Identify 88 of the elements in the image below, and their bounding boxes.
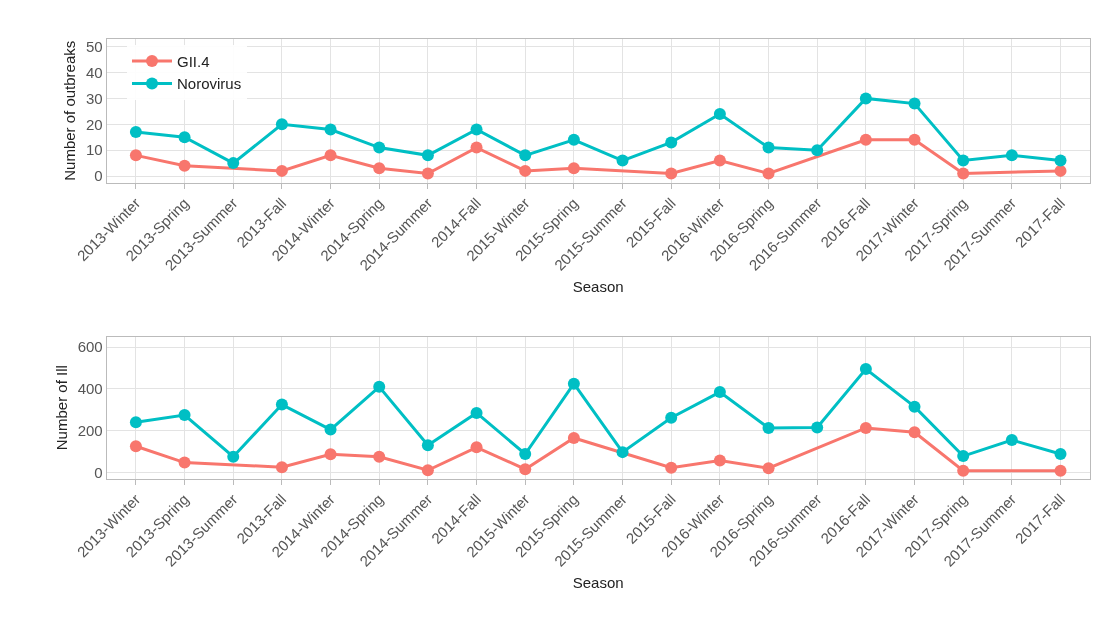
- y-tick-label: 0: [94, 463, 103, 481]
- point: [324, 123, 337, 136]
- point: [373, 450, 386, 463]
- point: [762, 462, 775, 475]
- x-axis-title: Season: [572, 573, 624, 591]
- point: [470, 141, 483, 154]
- y-tick-label: 20: [86, 115, 103, 133]
- point: [470, 406, 483, 419]
- legend-label: Norovirus: [177, 75, 242, 93]
- point: [178, 456, 191, 469]
- point: [178, 409, 191, 421]
- point: [567, 377, 580, 390]
- y-tick-label: 600: [77, 338, 103, 356]
- point: [616, 154, 629, 167]
- y-tick-label: 400: [77, 380, 103, 398]
- point: [567, 133, 580, 146]
- point: [859, 92, 872, 105]
- point: [275, 398, 288, 411]
- point: [324, 149, 337, 162]
- point: [421, 167, 434, 180]
- point: [859, 363, 872, 376]
- point: [665, 167, 678, 180]
- point: [178, 131, 191, 144]
- point: [373, 162, 386, 175]
- y-axis-title: Number of Ill: [52, 365, 70, 451]
- point: [859, 133, 872, 146]
- point: [908, 400, 921, 413]
- point: [957, 167, 970, 180]
- point: [762, 141, 775, 154]
- point: [129, 126, 142, 139]
- point: [908, 426, 921, 439]
- point: [859, 421, 872, 434]
- point: [1054, 154, 1067, 167]
- point: [373, 380, 386, 393]
- point: [470, 123, 483, 136]
- point: [129, 416, 142, 429]
- point: [957, 450, 970, 463]
- point: [129, 440, 142, 453]
- point: [519, 164, 532, 177]
- point: [713, 107, 726, 120]
- y-axis-title: Number of outbreaks: [61, 40, 79, 181]
- point: [762, 421, 775, 434]
- point: [421, 439, 434, 452]
- point: [470, 441, 483, 454]
- y-tick-label: 10: [86, 141, 103, 159]
- point: [1054, 464, 1067, 477]
- point: [275, 118, 288, 131]
- point: [519, 448, 532, 460]
- point: [421, 464, 434, 477]
- point: [519, 149, 532, 162]
- y-tick-label: 50: [86, 37, 103, 55]
- point: [713, 454, 726, 467]
- point: [762, 167, 775, 180]
- point: [1054, 164, 1067, 177]
- y-tick-label: 40: [86, 63, 103, 81]
- point: [957, 154, 970, 167]
- point: [178, 159, 191, 172]
- point: [324, 448, 337, 461]
- point: [665, 461, 678, 474]
- point: [373, 141, 386, 154]
- point: [275, 461, 288, 474]
- point: [519, 463, 532, 476]
- point: [275, 164, 288, 177]
- point: [567, 431, 580, 444]
- point: [129, 149, 142, 162]
- point: [1054, 448, 1067, 460]
- point: [665, 136, 678, 149]
- point: [324, 423, 337, 436]
- x-axis-title: Season: [572, 277, 624, 295]
- point: [227, 157, 240, 170]
- point: [811, 421, 824, 434]
- point: [811, 144, 824, 157]
- point: [616, 446, 629, 459]
- point: [421, 149, 434, 162]
- y-tick-label: 200: [77, 421, 103, 439]
- point: [713, 154, 726, 167]
- point: [908, 97, 921, 110]
- point: [957, 464, 970, 477]
- legend-label: GII.4: [177, 52, 210, 70]
- point: [908, 133, 921, 146]
- y-tick-label: 0: [94, 167, 103, 185]
- y-tick-label: 30: [86, 89, 103, 107]
- point: [713, 386, 726, 399]
- point: [227, 450, 240, 463]
- point: [665, 411, 678, 424]
- point: [1005, 434, 1018, 447]
- point: [567, 162, 580, 175]
- point: [1005, 149, 1018, 162]
